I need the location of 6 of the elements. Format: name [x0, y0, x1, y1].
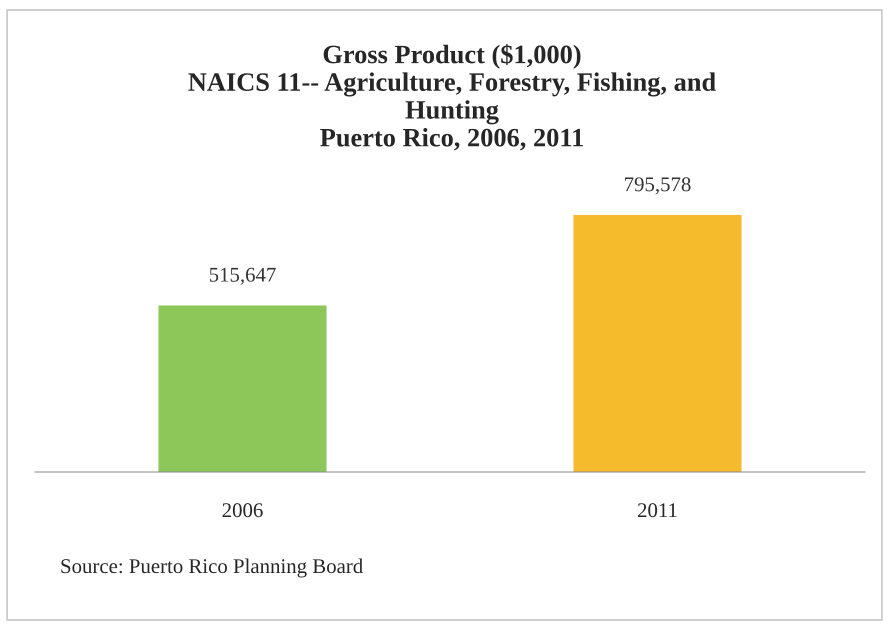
chart-title: Gross Product ($1,000) NAICS 11-- Agriculture, Forestry, Fishing, and Hunting Puerto Rico, 2006, 2011: [188, 44, 716, 150]
data-label: 795,578: [625, 177, 691, 194]
x-tick-label: 2006: [222, 503, 263, 518]
source-note: Source: Puerto Rico Planning Board: [61, 558, 363, 578]
data-label: 515,647: [210, 268, 276, 285]
x-tick-label: 2011: [638, 503, 677, 518]
